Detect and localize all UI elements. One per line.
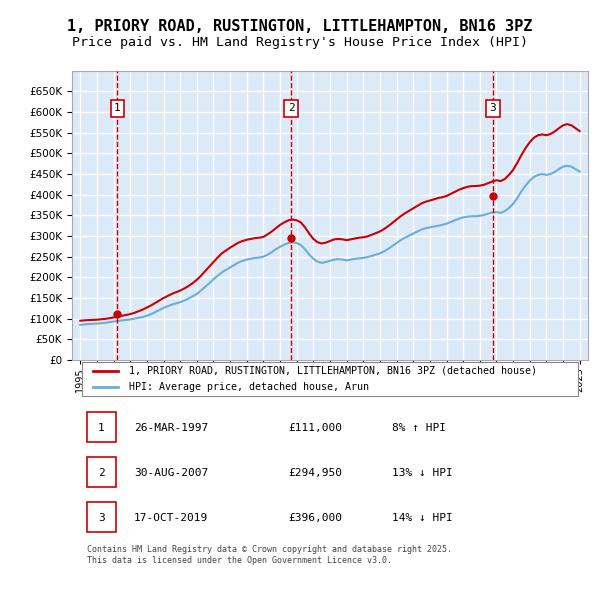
Text: £294,950: £294,950 <box>289 468 343 478</box>
FancyBboxPatch shape <box>88 412 116 442</box>
Text: Contains HM Land Registry data © Crown copyright and database right 2025.
This d: Contains HM Land Registry data © Crown c… <box>88 546 452 565</box>
Text: 13% ↓ HPI: 13% ↓ HPI <box>392 468 452 478</box>
Text: 17-OCT-2019: 17-OCT-2019 <box>134 513 208 523</box>
Text: 8% ↑ HPI: 8% ↑ HPI <box>392 423 446 433</box>
FancyBboxPatch shape <box>82 362 578 396</box>
Text: 1: 1 <box>98 423 105 433</box>
Text: £111,000: £111,000 <box>289 423 343 433</box>
Text: 2: 2 <box>98 468 105 478</box>
FancyBboxPatch shape <box>88 457 116 487</box>
Text: 30-AUG-2007: 30-AUG-2007 <box>134 468 208 478</box>
Text: Price paid vs. HM Land Registry's House Price Index (HPI): Price paid vs. HM Land Registry's House … <box>72 36 528 49</box>
FancyBboxPatch shape <box>88 502 116 532</box>
Text: 1, PRIORY ROAD, RUSTINGTON, LITTLEHAMPTON, BN16 3PZ (detached house): 1, PRIORY ROAD, RUSTINGTON, LITTLEHAMPTO… <box>129 366 537 376</box>
Text: 3: 3 <box>490 103 496 113</box>
Text: 1: 1 <box>114 103 121 113</box>
Text: 2: 2 <box>287 103 295 113</box>
Text: 14% ↓ HPI: 14% ↓ HPI <box>392 513 452 523</box>
Text: 1, PRIORY ROAD, RUSTINGTON, LITTLEHAMPTON, BN16 3PZ: 1, PRIORY ROAD, RUSTINGTON, LITTLEHAMPTO… <box>67 19 533 34</box>
Text: £396,000: £396,000 <box>289 513 343 523</box>
Text: 26-MAR-1997: 26-MAR-1997 <box>134 423 208 433</box>
Text: HPI: Average price, detached house, Arun: HPI: Average price, detached house, Arun <box>129 382 369 392</box>
Text: 3: 3 <box>98 513 105 523</box>
